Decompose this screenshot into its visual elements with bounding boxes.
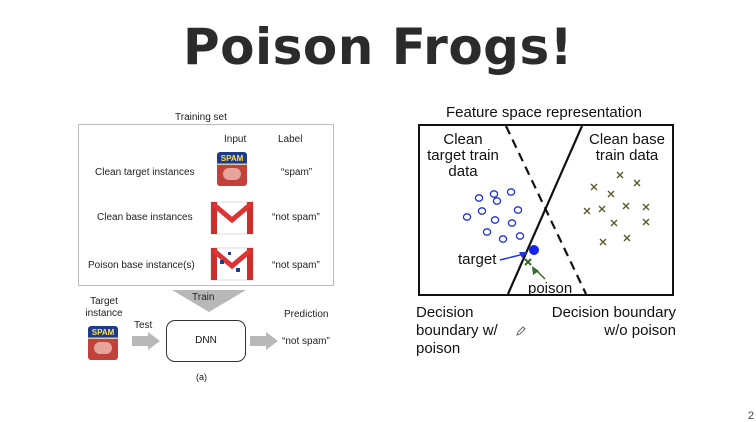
feature-space-title: Feature space representation — [446, 104, 642, 121]
row-clean-target-label: “spam” — [281, 167, 313, 178]
poisoned-gmail-icon — [210, 247, 254, 281]
boundary-with-poison-caption: Decision boundary w/ poison — [416, 304, 498, 357]
train-label: Train — [192, 292, 215, 303]
poison-label: poison — [528, 280, 573, 297]
slide-title: Poison Frogs! — [182, 18, 574, 76]
spam-logo-text: SPAM — [220, 154, 244, 163]
training-set-label: Training set — [175, 112, 227, 123]
row-poison-base-label: “not spam” — [272, 260, 320, 271]
clean-target-points — [462, 188, 525, 243]
dnn-box: DNN — [166, 320, 246, 362]
train-arrow — [172, 290, 246, 312]
dnn-label: DNN — [195, 335, 217, 346]
row-clean-base-label: “not spam” — [272, 212, 320, 223]
prediction-value: “not spam” — [282, 336, 330, 347]
target-label: target — [458, 251, 497, 268]
prediction-arrow — [250, 332, 278, 350]
clean-base-points — [583, 171, 650, 246]
target-instance-label: Target instance — [85, 296, 123, 319]
gmail-icon — [210, 201, 254, 235]
spam-can-image: SPAM — [217, 152, 247, 186]
row-clean-target-name: Clean target instances — [95, 167, 195, 178]
boundary-without-poison-caption: Decision boundary w/o poison — [551, 304, 676, 339]
clean-target-label: Clean target train data — [427, 131, 499, 180]
clean-base-label: Clean base train data — [589, 131, 665, 164]
target-point — [529, 245, 539, 255]
prediction-label: Prediction — [284, 309, 329, 320]
figure-caption: (a) — [196, 372, 207, 382]
row-poison-base-name: Poison base instance(s) — [88, 260, 195, 271]
row-clean-base-name: Clean base instances — [97, 212, 193, 223]
test-label: Test — [134, 320, 153, 331]
target-spam-can-image: SPAM — [88, 326, 118, 360]
input-header: Input — [224, 134, 247, 145]
feature-space-box — [418, 124, 674, 296]
boundary-with-poison-line — [506, 125, 584, 295]
test-arrow — [132, 332, 160, 350]
poison-point — [524, 258, 532, 266]
target-spam-logo-text: SPAM — [91, 328, 115, 337]
label-header: Label — [278, 134, 303, 145]
page-number: 2 — [747, 410, 754, 422]
pencil-icon — [516, 326, 526, 336]
training-set-box — [78, 124, 334, 286]
feature-space-plot — [462, 125, 650, 295]
